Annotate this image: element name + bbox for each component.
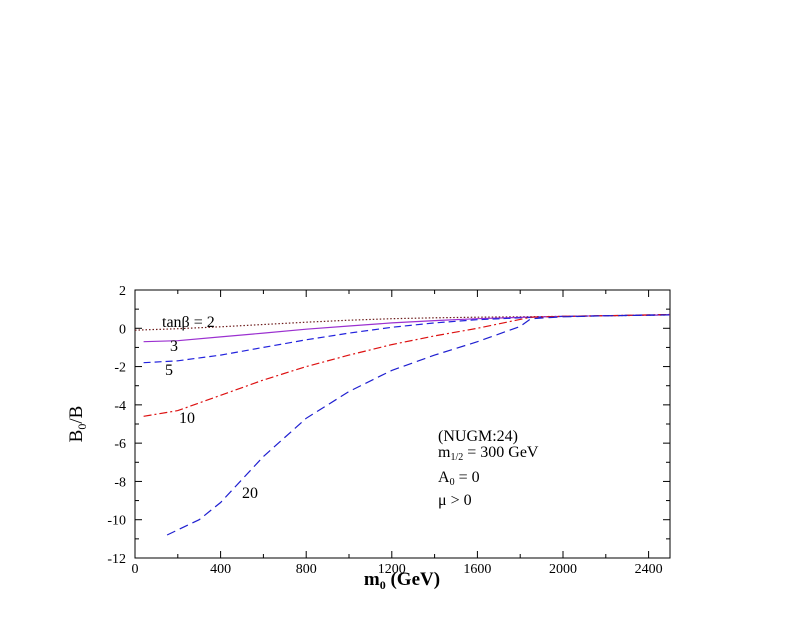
x-tick-label: 1600 — [463, 562, 491, 577]
x-axis-title: m0 (GeV) — [364, 569, 440, 592]
y-tick-label: -10 — [107, 514, 126, 529]
annotation-m12: m1/2 = 300 GeV — [438, 444, 539, 463]
y-tick-label: -4 — [114, 399, 126, 414]
y-axis-ticks: 20-2-4-6-8-10-12 — [107, 284, 670, 567]
y-tick: 2 — [119, 284, 670, 299]
x-tick: 800 — [296, 290, 317, 577]
series-label-3: 3 — [170, 338, 178, 355]
x-tick-label: 2000 — [549, 562, 577, 577]
y-tick: -8 — [114, 475, 670, 490]
series-layer — [134, 313, 671, 536]
plot-frame — [134, 289, 671, 559]
y-tick-label: 0 — [119, 322, 126, 337]
x-tick: 2000 — [549, 290, 577, 577]
y-tick-label: 2 — [119, 284, 126, 299]
y-tick: 0 — [119, 322, 670, 337]
y-tick-label: -12 — [107, 552, 126, 567]
annotation-a0: A0 = 0 — [438, 469, 480, 488]
x-tick-label: 0 — [132, 562, 139, 577]
y-tick: -10 — [107, 514, 670, 529]
y-tick: -2 — [114, 361, 670, 376]
series-line-1 — [143, 314, 671, 343]
series-label-20: 20 — [242, 485, 258, 502]
x-tick-label: 400 — [210, 562, 231, 577]
series-line-4 — [166, 314, 671, 536]
y-tick: -12 — [107, 552, 670, 567]
annotation-model: (NUGM:24) — [438, 428, 518, 445]
series-label-tanb2: tanβ = 2 — [162, 314, 215, 331]
x-tick: 1200 — [378, 290, 406, 577]
x-tick-label: 1200 — [378, 562, 406, 577]
series-line-3 — [143, 313, 671, 417]
series-label-10: 10 — [179, 410, 195, 427]
x-tick: 1600 — [463, 290, 491, 577]
x-tick: 0 — [132, 290, 139, 577]
x-axis-ticks: 0 400 800 1200 1600 2000 2400 — [132, 290, 663, 577]
x-tick-label: 2400 — [635, 562, 663, 577]
y-tick: -4 — [114, 399, 670, 414]
x-tick-label: 800 — [296, 562, 317, 577]
y-axis-title: B0/B — [66, 406, 89, 443]
series-label-5: 5 — [165, 362, 173, 379]
y-tick: -6 — [114, 437, 670, 452]
x-tick: 400 — [210, 290, 231, 577]
y-tick-label: -8 — [114, 475, 126, 490]
y-tick-label: -2 — [114, 361, 126, 376]
x-tick: 2400 — [635, 290, 663, 577]
annotation-mu: μ > 0 — [438, 492, 472, 509]
y-tick-label: -6 — [114, 437, 126, 452]
